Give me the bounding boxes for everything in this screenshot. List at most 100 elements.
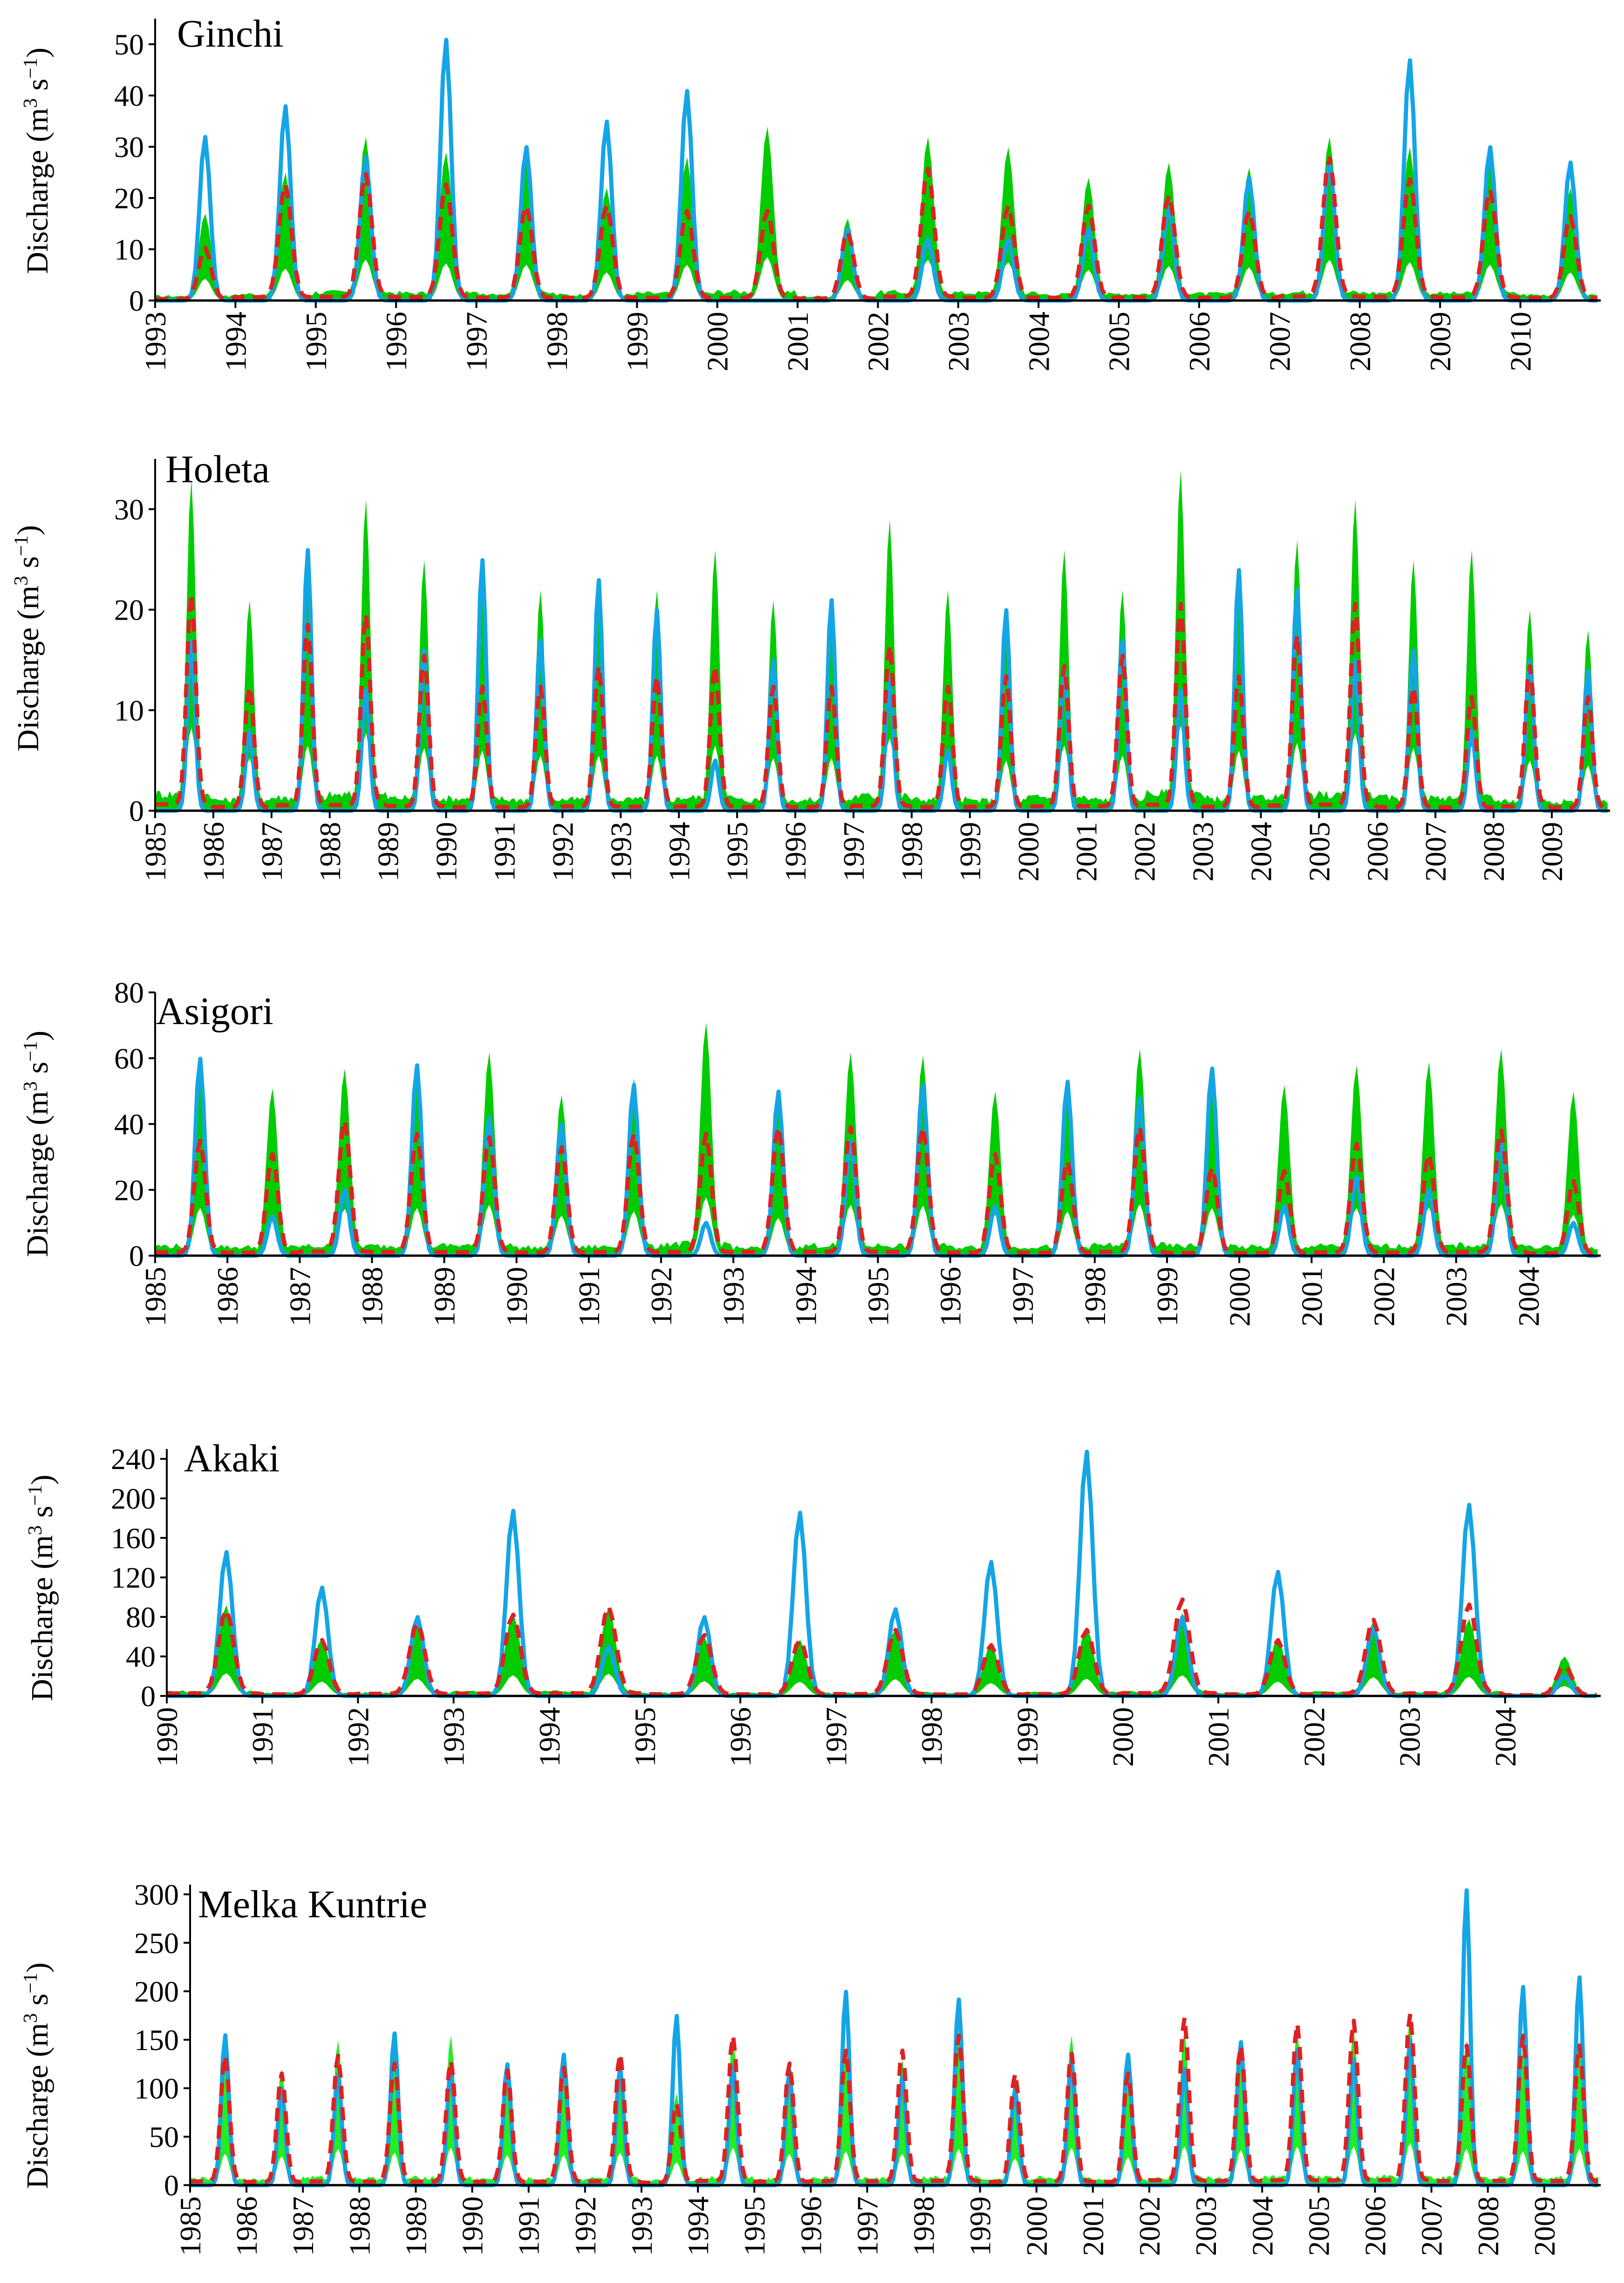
akaki-x-tick-label: 1996 [724,1707,757,1767]
melka-kuntrie-x-tick-label: 1999 [964,2196,997,2256]
akaki-y-tick-label: 40 [126,1640,156,1673]
ginchi-x-tick-label: 1998 [540,312,573,371]
holeta-y-tick-label: 30 [114,493,144,526]
asigori-x-tick-label: 2004 [1512,1267,1545,1326]
akaki-x-tick-label: 1990 [150,1707,184,1767]
holeta-x-tick-label: 1992 [546,822,579,882]
ginchi-y-tick-label: 40 [114,79,144,112]
asigori-y-tick-label: 60 [114,1042,144,1075]
melka-kuntrie-y-tick-label: 200 [134,1975,179,2008]
holeta-x-tick-label: 2001 [1070,822,1103,882]
holeta-x-tick-label: 2007 [1419,822,1452,882]
ginchi-x-tick-label: 1993 [139,312,172,371]
akaki-x-tick-label: 2001 [1202,1707,1235,1767]
holeta-x-tick-label: 1994 [662,822,696,882]
holeta-x-tick-label: 1995 [721,822,754,882]
holeta-x-tick-label: 2005 [1303,822,1336,882]
melka-kuntrie-simulated-line [190,2011,1599,2185]
asigori-x-tick-label: 1990 [500,1267,533,1326]
asigori-y-tick-label: 20 [114,1174,144,1207]
panel-holeta: 0 10 20 30 1985 1986 1987 1988 1989 1990 1991 1992 1… [11,448,1610,882]
ginchi-x-tick-label: 2002 [862,312,895,371]
melka-kuntrie-x-tick-label: 1993 [625,2196,658,2256]
melka-kuntrie-x-tick-label: 2005 [1302,2196,1335,2256]
ginchi-x-tick-label: 1995 [300,312,333,371]
akaki-y-tick-label: 240 [111,1442,156,1476]
melka-kuntrie-y-tick-label: 250 [134,1927,179,1960]
asigori-x-tick-label: 1995 [862,1267,895,1326]
melka-kuntrie-y-tick-label: 50 [149,2120,179,2153]
ginchi-uncertainty-band [155,126,1597,301]
asigori-x-tick-label: 2001 [1295,1267,1328,1326]
ginchi-x-tick-label: 2005 [1103,312,1136,371]
ginchi-x-tick-label: 2000 [701,312,734,371]
asigori-y-tick-label: 0 [129,1239,144,1272]
holeta-x-tick-label: 2009 [1535,822,1569,882]
holeta-simulated-line [155,591,1608,810]
asigori-x-tick-label: 1989 [428,1267,461,1326]
ginchi-y-tick-label: 50 [114,28,144,61]
melka-kuntrie-x-tick-label: 2000 [1020,2196,1053,2256]
holeta-x-tick-label: 1991 [488,822,521,882]
holeta-x-tick-label: 2002 [1128,822,1161,882]
holeta-x-tick-label: 1986 [197,822,230,882]
akaki-y-axis-label: Discharge (m3 s−1) [25,1475,59,1701]
akaki-x-tick-label: 1995 [628,1707,662,1767]
holeta-x-tick-label: 1985 [139,822,172,882]
melka-kuntrie-y-tick-label: 100 [134,2072,179,2105]
panel-ginchi: 0 10 20 30 40 50 1993 1994 1995 1996 1997 1998 1999 2… [20,12,1601,371]
akaki-x-tick-label: 2003 [1393,1707,1426,1767]
ginchi-x-tick-label: 2004 [1022,312,1055,371]
ginchi-y-tick-label: 10 [114,233,144,266]
ginchi-y-tick-label: 20 [114,182,144,215]
akaki-x-tick-label: 2004 [1489,1707,1522,1767]
melka-kuntrie-x-tick-label: 1997 [851,2196,884,2256]
asigori-x-tick-label: 1998 [1078,1267,1112,1326]
ginchi-simulated-line [155,156,1597,301]
asigori-x-tick-label: 1997 [1006,1267,1039,1326]
akaki-y-tick-label: 0 [141,1680,156,1713]
asigori-simulated-line [155,1118,1598,1256]
ginchi-x-tick-label: 1994 [219,312,252,371]
panel-melka-kuntrie: 0 50 100 150 200 250 300 1985 1986 1987 1988 1989 19… [20,1878,1601,2256]
asigori-x-tick-label: 2003 [1440,1267,1473,1326]
holeta-x-tick-label: 2000 [1012,822,1045,882]
akaki-x-tick-label: 1997 [819,1707,853,1767]
holeta-x-tick-label: 2003 [1187,822,1220,882]
asigori-x-tick-label: 1988 [356,1267,389,1326]
melka-kuntrie-x-tick-label: 1985 [174,2196,207,2256]
holeta-x-tick-label: 1988 [314,822,347,882]
ginchi-x-tick-label: 1996 [380,312,413,371]
akaki-panel-title: Akaki [184,1437,280,1480]
akaki-x-tick-label: 1993 [437,1707,471,1767]
ginchi-x-tick-label: 2006 [1183,312,1216,371]
asigori-x-tick-label: 1986 [211,1267,244,1326]
asigori-x-tick-label: 1993 [717,1267,750,1326]
melka-kuntrie-y-tick-label: 150 [134,2023,179,2057]
asigori-x-tick-label: 2002 [1368,1267,1401,1326]
holeta-y-axis-label: Discharge (m3 s−1) [11,525,45,752]
akaki-y-tick-label: 200 [111,1482,156,1515]
asigori-x-tick-label: 1985 [139,1267,172,1326]
akaki-simulated-line [167,1597,1597,1697]
asigori-x-tick-label: 1996 [934,1267,967,1326]
akaki-plot-layer [167,1449,1597,1698]
akaki-x-tick-label: 2000 [1106,1707,1140,1767]
ginchi-x-tick-label: 1999 [621,312,654,371]
ginchi-x-tick-label: 2003 [942,312,975,371]
asigori-x-tick-label: 1994 [789,1267,822,1326]
melka-kuntrie-x-tick-label: 1990 [456,2196,489,2256]
melka-kuntrie-x-tick-label: 2003 [1189,2196,1222,2256]
akaki-x-tick-label: 1998 [915,1707,948,1767]
melka-kuntrie-x-tick-label: 2009 [1528,2196,1561,2256]
asigori-x-tick-label: 1991 [573,1267,606,1326]
ginchi-panel-title: Ginchi [177,12,284,55]
melka-kuntrie-x-tick-label: 1989 [400,2196,433,2256]
akaki-x-tick-label: 1991 [246,1707,279,1767]
holeta-x-tick-label: 2006 [1361,822,1394,882]
melka-kuntrie-x-tick-label: 2008 [1472,2196,1505,2256]
akaki-y-tick-label: 80 [126,1600,156,1634]
akaki-x-tick-label: 1992 [341,1707,375,1767]
holeta-y-tick-label: 10 [114,694,144,727]
